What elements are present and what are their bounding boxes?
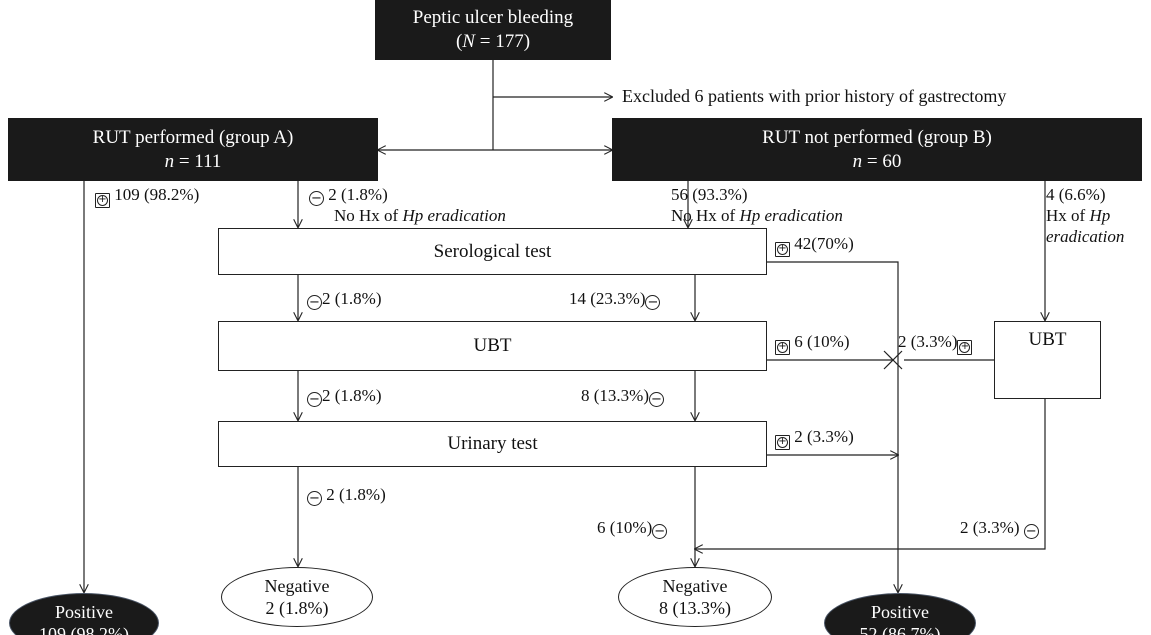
outcome-negative-group-b: Negative 8 (13.3%) — [618, 567, 772, 627]
group-b-box: RUT not performed (group B) n = 60 — [612, 118, 1142, 181]
group-b-hx-count: 4 (6.6%) — [1046, 185, 1106, 204]
plus-icon: + — [775, 339, 790, 355]
outcome-value: 109 (98.2%) — [39, 624, 129, 635]
urinary-positive-label: + 2 (3.3%) — [775, 426, 854, 450]
serological-positive-label: + 42(70%) — [775, 233, 854, 257]
outcome-negative-group-a: Negative 2 (1.8%) — [221, 567, 373, 627]
outcome-title: Negative — [264, 576, 330, 596]
urinary-test-box: Urinary test — [218, 421, 767, 467]
group-a-count: n = 111 — [164, 150, 222, 172]
outcome-title: Positive — [870, 602, 929, 622]
outcome-value: 52 (86.7%) — [859, 624, 941, 635]
ubt-negative-b-label: 8 (13.3%) − — [581, 385, 664, 407]
start-box: Peptic ulcer bleeding (N = 177) — [375, 0, 611, 60]
serological-negative-a-label: −2 (1.8%) — [307, 288, 381, 310]
exclusion-note: Excluded 6 patients with prior history o… — [622, 86, 1007, 106]
group-b-title: RUT not performed (group B) — [762, 126, 992, 148]
urinary-negative-a-label: − 2 (1.8%) — [307, 484, 386, 506]
group-a-negative-label: − 2 (1.8%) — [309, 184, 388, 206]
group-b-no-hx-count: 56 (93.3%) — [671, 185, 748, 204]
start-count: (N = 177) — [455, 31, 531, 52]
outcome-value: 2 (1.8%) — [265, 598, 329, 618]
minus-icon: − — [1023, 524, 1039, 539]
outcome-value: 8 (13.3%) — [659, 598, 731, 618]
plus-icon: + — [775, 434, 790, 450]
outcome-positive-group-a: Positive 109 (98.2%) — [9, 593, 159, 635]
serological-test-box: Serological test — [218, 228, 767, 275]
serological-negative-b-label: 14 (23.3%) − — [569, 288, 661, 310]
ubt-group-b-label: UBT — [1028, 329, 1067, 350]
group-a-box: RUT performed (group A) n = 111 — [8, 118, 378, 181]
ubt-label: UBT — [473, 335, 512, 356]
minus-icon: − — [648, 392, 664, 407]
plus-icon: + — [95, 192, 110, 208]
minus-icon: − — [307, 491, 322, 506]
urinary-negative-b-label: 6 (10%) − — [597, 517, 668, 539]
group-a-no-hx-label: No Hx of Hp eradication — [334, 206, 506, 225]
group-b-count: n = 60 — [852, 150, 902, 172]
minus-icon: − — [307, 295, 322, 310]
serological-test-label: Serological test — [433, 240, 552, 262]
minus-icon: − — [652, 524, 668, 539]
plus-icon: + — [775, 241, 790, 257]
ubt-positive-label: + 6 (10%) — [775, 331, 849, 355]
group-b-no-hx-label: No Hx of Hp eradication — [671, 206, 843, 225]
group-b-hx-label: Hx of Hp — [1046, 206, 1111, 225]
urinary-test-label: Urinary test — [447, 433, 538, 454]
outcome-positive-group-b: Positive 52 (86.7%) — [824, 593, 976, 635]
outcome-title: Negative — [662, 576, 728, 596]
outcome-title: Positive — [54, 602, 113, 622]
ubt-group-b-positive-label: 2 (3.3%) + — [898, 331, 973, 355]
minus-icon: − — [645, 295, 661, 310]
plus-icon: + — [957, 339, 973, 355]
ubt-group-b-negative-label: 2 (3.3%) − — [960, 517, 1039, 539]
group-b-hx-eradication: eradication — [1046, 227, 1125, 246]
minus-icon: − — [309, 191, 324, 206]
minus-icon: − — [307, 392, 322, 407]
group-a-title: RUT performed (group A) — [92, 126, 294, 148]
ubt-negative-a-label: −2 (1.8%) — [307, 385, 381, 407]
group-a-positive-label: + 109 (98.2%) — [95, 184, 199, 208]
start-title: Peptic ulcer bleeding — [412, 7, 574, 28]
ubt-box: UBT — [218, 321, 767, 371]
ubt-group-b-box: UBT — [994, 321, 1101, 399]
